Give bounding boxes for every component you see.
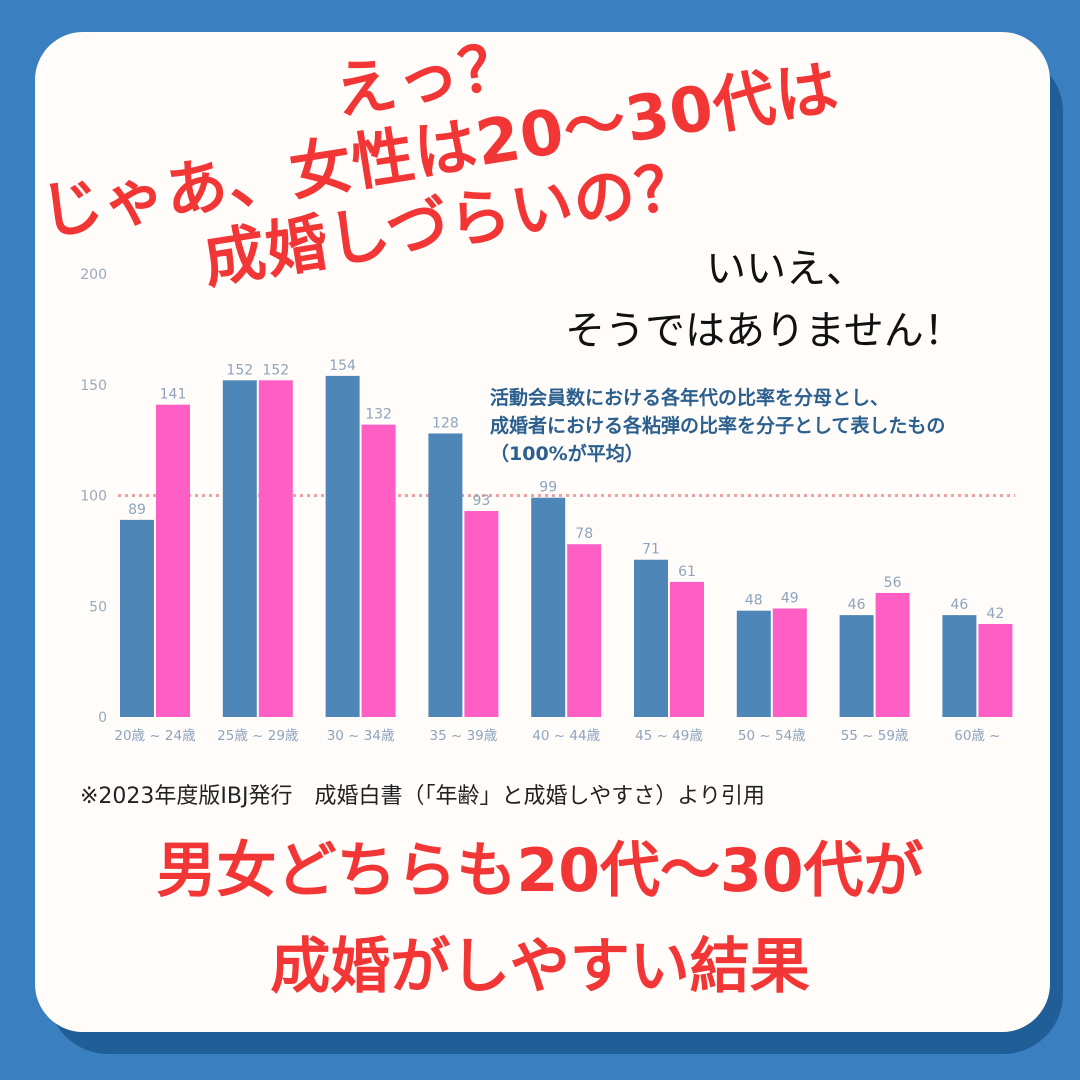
note-line3: （100%が平均） [490,443,644,465]
bar-pink [567,544,602,717]
data-label: 71 [642,542,660,558]
data-label: 128 [432,415,459,431]
data-label: 141 [160,387,187,403]
bar-pink [464,511,499,717]
conclusion-line1: 男女どちらも20代〜30代が [156,836,924,906]
data-label: 49 [781,590,799,606]
data-label: 48 [745,593,763,609]
x-tick-label: 60歳 ~ [954,728,1000,744]
bar-blue [325,375,360,717]
y-tick-label: 100 [80,489,107,505]
data-label: 152 [262,362,289,378]
bar-blue [942,615,977,717]
x-tick-label: 20歳 ~ 24歳 [114,728,196,744]
x-tick-label: 30 ~ 34歳 [327,728,395,744]
x-tick-label: 45 ~ 49歳 [635,728,703,744]
data-label: 42 [986,606,1004,622]
data-label: 56 [884,575,902,591]
bar-pink [156,404,190,717]
bar-blue [222,380,257,717]
answer-line2: そうではありません！ [565,308,964,354]
y-tick-label: 50 [89,599,107,615]
conclusion-line2: 成婚がしやすい結果 [270,932,810,1002]
bar-pink [361,424,396,717]
data-label: 93 [472,493,490,509]
bar-blue [634,559,668,717]
bar-pink [772,608,807,717]
note-line1: 活動会員数における各年代の比率を分母とし、 [490,387,890,409]
data-label: 46 [848,597,866,613]
x-tick-label: 35 ~ 39歳 [430,728,498,744]
x-tick-label: 40 ~ 44歳 [532,728,600,744]
chart-note: 活動会員数における各年代の比率を分母とし、 成婚者における各粘弾の比率を分子とし… [490,384,945,468]
bar-blue [736,610,771,717]
data-label: 132 [365,407,392,423]
y-tick-label: 150 [80,378,107,394]
x-tick-label: 50 ~ 54歳 [738,728,806,744]
citation: ※2023年度版IBJ発行 成婚白書（「年齢」と成婚しやすさ）より引用 [80,784,765,809]
x-tick-label: 25歳 ~ 29歳 [217,728,299,744]
data-label: 61 [678,564,696,580]
data-label: 152 [226,362,253,378]
bar-pink [258,380,293,717]
bar-pink [670,581,704,717]
data-label: 154 [329,358,356,374]
y-tick-label: 200 [80,267,107,283]
bar-pink [978,623,1013,717]
answer-line1: いいえ、 [706,246,866,292]
bar-blue [428,433,463,717]
bar-blue [531,497,566,717]
bar-blue [839,615,874,717]
data-label: 78 [575,526,593,542]
bar-blue [120,519,154,717]
data-label: 46 [950,597,968,613]
data-label: 89 [128,502,146,518]
note-line2: 成婚者における各粘弾の比率を分子として表したもの [490,415,946,437]
y-tick-label: 0 [98,710,107,726]
bar-pink [875,592,910,717]
x-tick-label: 55 ~ 59歳 [841,728,909,744]
data-label: 99 [539,480,557,496]
